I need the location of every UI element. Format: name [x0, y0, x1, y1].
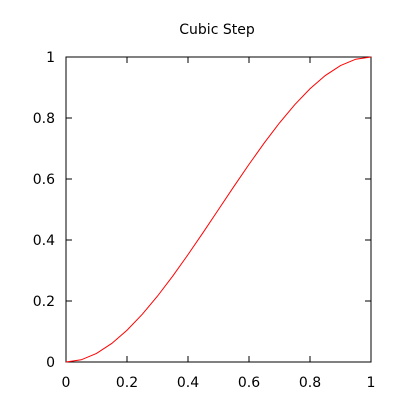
ticks-layer: 0 0.2 0.4 0.6 0.8 1 0 0.2 0.4 0.6 0.8 1: [33, 50, 376, 391]
x-tick-label: 0.6: [238, 375, 260, 391]
y-tick-label: 0.6: [33, 172, 55, 188]
series-layer: [65, 56, 372, 363]
y-tick-label: 1: [46, 50, 55, 66]
plot-frame: [65, 56, 372, 363]
y-tick-label: 0.2: [33, 294, 55, 310]
x-tick-label: 0.2: [116, 375, 138, 391]
y-tick-label: 0: [46, 355, 55, 371]
y-tick-label: 0.4: [33, 233, 55, 249]
series-line: [65, 56, 372, 363]
x-tick-label: 1: [367, 375, 376, 391]
y-tick-label: 0.8: [33, 111, 55, 127]
x-tick-label: 0.4: [177, 375, 199, 391]
x-tick-label: 0.8: [299, 375, 321, 391]
chart-title: Cubic Step: [179, 22, 255, 38]
x-tick-label: 0: [62, 375, 71, 391]
